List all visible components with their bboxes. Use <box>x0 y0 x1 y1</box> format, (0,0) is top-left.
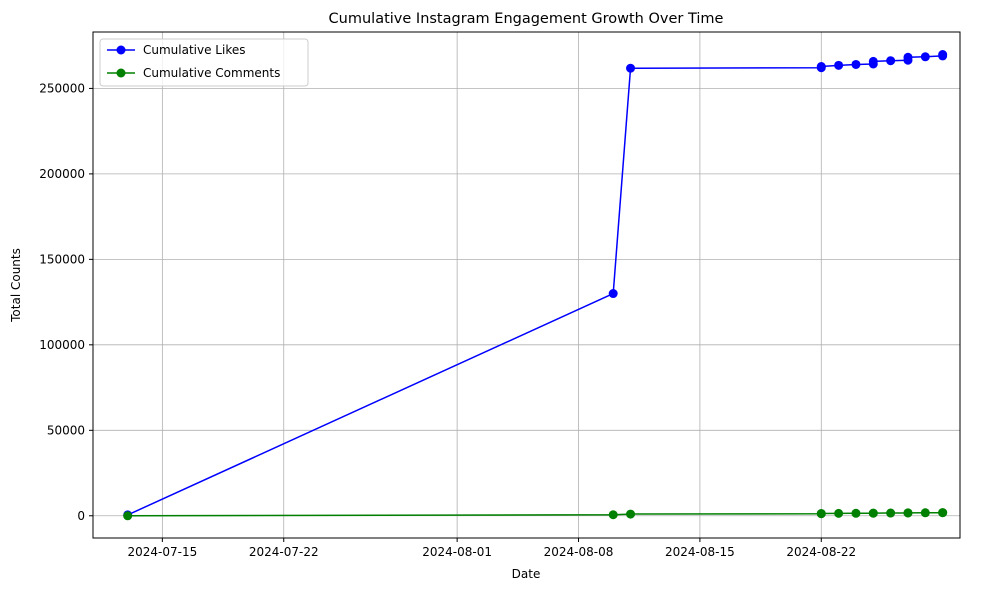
y-tick-label: 50000 <box>47 423 85 437</box>
y-tick-label: 0 <box>77 509 85 523</box>
data-point-likes <box>868 56 878 66</box>
data-point-likes <box>920 52 930 62</box>
legend-likes-marker <box>116 45 126 55</box>
data-point-likes <box>938 50 948 60</box>
y-tick-label: 150000 <box>39 252 85 266</box>
data-point-comments <box>903 508 913 518</box>
ticks: 2024-07-15 2024-07-22 2024-08-01 2024-08-08… <box>39 81 856 559</box>
x-tick-label: 2024-08-15 <box>665 545 735 559</box>
data-point-comments <box>868 508 878 518</box>
grid <box>93 32 960 538</box>
data-point-comments <box>920 508 930 518</box>
data-point-likes <box>851 59 861 69</box>
data-point-comments <box>886 508 896 518</box>
data-point-likes <box>608 289 618 299</box>
data-point-likes <box>834 60 844 70</box>
data-point-comments <box>816 509 826 519</box>
data-point-likes <box>886 56 896 66</box>
data-point-likes <box>816 62 826 72</box>
x-tick-label: 2024-07-15 <box>127 545 197 559</box>
y-axis-label: Total Counts <box>9 248 23 323</box>
data-point-comments <box>123 511 133 521</box>
x-tick-label: 2024-08-01 <box>422 545 492 559</box>
data-point-likes <box>626 63 636 73</box>
data-point-comments <box>938 508 948 518</box>
data-point-comments <box>834 508 844 518</box>
x-axis-label: Date <box>512 567 541 581</box>
data-point-comments <box>608 510 618 520</box>
data-point-comments <box>626 509 636 519</box>
data-point-likes <box>903 52 913 62</box>
y-tick-label: 100000 <box>39 338 85 352</box>
chart-title: Cumulative Instagram Engagement Growth O… <box>329 11 724 27</box>
legend-likes-label: Cumulative Likes <box>143 43 245 57</box>
y-tick-label: 200000 <box>39 167 85 181</box>
series-layer <box>123 50 948 521</box>
x-tick-label: 2024-08-08 <box>544 545 614 559</box>
x-tick-label: 2024-08-22 <box>786 545 856 559</box>
legend: Cumulative Likes Cumulative Comments <box>99 38 309 87</box>
legend-comments-label: Cumulative Comments <box>143 66 280 80</box>
legend-comments-marker <box>116 68 126 78</box>
y-tick-label: 250000 <box>39 81 85 95</box>
x-tick-label: 2024-07-22 <box>249 545 319 559</box>
plot-frame <box>92 31 961 539</box>
legend-box <box>99 38 309 87</box>
data-point-comments <box>851 508 861 518</box>
